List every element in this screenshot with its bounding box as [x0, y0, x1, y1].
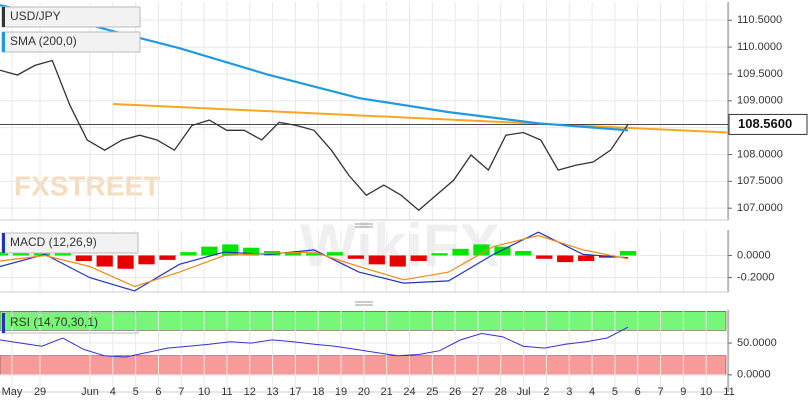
histogram-bar [117, 255, 134, 269]
line [0, 234, 629, 288]
histogram-bar [222, 244, 239, 256]
y-tick-label: 109.0000 [737, 95, 783, 107]
y-tick-label: 109.5000 [737, 68, 783, 80]
histogram-bar [619, 251, 637, 256]
legend-marker [2, 7, 5, 27]
band [0, 355, 727, 376]
legend-marker [2, 313, 5, 333]
histogram-bar [347, 255, 364, 259]
panel-title: RSI (14,70,30,1) [10, 315, 98, 329]
band [0, 311, 727, 331]
x-tick-label: 17 [289, 386, 301, 398]
x-tick-label: May [2, 386, 23, 398]
histogram-bar [431, 253, 448, 256]
divider [355, 223, 373, 306]
x-tick-label: 12 [244, 386, 256, 398]
x-tick-label: 5 [612, 386, 618, 398]
x-tick-label: 9 [680, 386, 686, 398]
histogram-bar [410, 255, 427, 261]
line [0, 59, 629, 212]
x-tick-label: 19 [335, 386, 347, 398]
x-tick-label: 20 [358, 386, 370, 398]
x-tick-label: 6 [155, 386, 161, 398]
x-tick-label: 6 [635, 386, 641, 398]
y-tick-label: 107.0000 [737, 202, 783, 214]
histogram-bar [201, 246, 218, 256]
x-tick-label: 13 [266, 386, 278, 398]
x-tick-label: Jul [517, 386, 531, 398]
histogram-bar [578, 255, 595, 261]
histogram-bar [389, 255, 406, 267]
legend-label: USD/JPY [10, 9, 61, 23]
histogram-bar [557, 255, 574, 263]
x-tick-label: 5 [133, 386, 139, 398]
last-price-label: 108.5600 [738, 116, 792, 131]
histogram-bar [536, 255, 553, 259]
x-tick-label: 2 [543, 386, 549, 398]
x-tick-label: 21 [381, 386, 393, 398]
watermark: FXSTREET [14, 170, 160, 201]
legend-marker [2, 233, 5, 253]
histogram-bar [159, 255, 176, 260]
histogram-bar [326, 252, 344, 256]
y-tick-label: 110.5000 [737, 14, 782, 26]
x-tick-label: 26 [449, 386, 461, 398]
histogram-bar [243, 247, 260, 256]
histogram-bar [305, 253, 323, 256]
histogram-bar [515, 251, 532, 256]
x-tick-label: 11 [723, 386, 734, 398]
x-tick-label: 4 [110, 386, 116, 398]
legend-label: SMA (200,0) [10, 34, 77, 48]
line [0, 326, 629, 358]
histogram-bar [368, 255, 385, 265]
line [0, 4, 629, 132]
y-tick-label: 0.0000 [737, 369, 771, 381]
y-tick-label: 110.0000 [737, 41, 782, 53]
x-tick-label: 11 [221, 386, 232, 398]
histogram-bar [180, 252, 197, 256]
histogram-bar [284, 252, 302, 256]
x-tick-label: 7 [657, 386, 663, 398]
histogram-bar [494, 246, 511, 256]
x-tick-label: 27 [472, 386, 484, 398]
x-tick-label: 28 [495, 386, 507, 398]
histogram-bar [75, 255, 92, 261]
histogram-bar [96, 255, 113, 267]
histogram-bar [0, 252, 9, 256]
x-tick-label: 3 [566, 386, 572, 398]
x-tick-label: 24 [403, 386, 415, 398]
x-tick-label: 25 [426, 386, 438, 398]
histogram-bar [473, 244, 490, 256]
y-tick-label: 50.0000 [737, 337, 777, 349]
watermark: WikiFX [300, 212, 499, 279]
y-tick-label: 107.5000 [737, 175, 783, 187]
x-tick-label: 29 [34, 386, 46, 398]
x-tick-label: 10 [700, 386, 712, 398]
y-tick-label: -0.2000 [737, 272, 774, 284]
x-tick-label: 4 [589, 386, 595, 398]
x-tick-label: 7 [178, 386, 184, 398]
y-tick-label: 108.0000 [737, 148, 783, 160]
x-tick-label: 10 [198, 386, 210, 398]
histogram-bar [452, 248, 469, 256]
legend-marker [2, 32, 5, 52]
y-tick-label: 0.0000 [737, 249, 771, 261]
x-tick-label: Jun [81, 386, 99, 398]
histogram-bar [138, 255, 155, 265]
panel-title: MACD (12,26,9) [10, 235, 97, 249]
x-tick-label: 18 [312, 386, 324, 398]
last-price-box [728, 113, 808, 135]
